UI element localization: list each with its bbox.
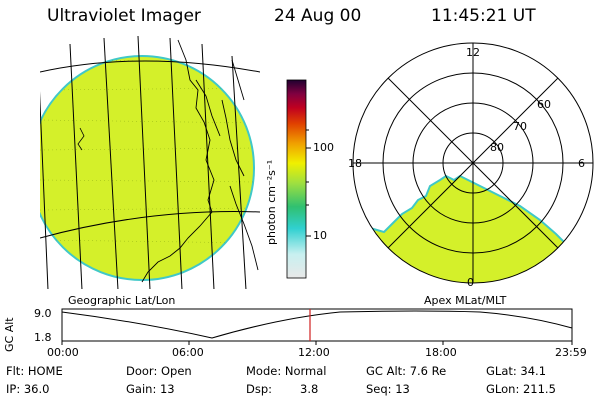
ip-info: IP: 36.0 [6,382,50,396]
glon-info: GLon: 211.5 [486,382,556,396]
polar-grid [352,42,594,284]
flt-info: Flt: HOME [6,364,63,378]
date-label: 24 Aug 00 [274,6,362,26]
x-tick-0600: 06:00 [172,346,204,359]
alt-ylabel: GC Alt [3,317,16,352]
lat-label-70: 70 [513,120,527,133]
geographic-panel [40,35,260,289]
seq-info: Seq: 13 [366,382,410,396]
app-title: Ultraviolet Imager [47,6,201,26]
x-tick-0000: 00:00 [47,346,79,359]
mlt-label-12: 12 [466,46,480,59]
dsp-info-label: Dsp: [246,382,273,396]
alt-y-bottom: 1.8 [34,331,52,344]
altitude-plot [61,308,573,345]
colorbar-ticks [306,129,311,237]
mlt-label-18: 18 [348,157,362,170]
gc-alt-info: GC Alt: 7.6 Re [366,364,447,378]
altitude-curve [61,310,573,339]
colorbar-tick-100: 100 [313,141,334,154]
alt-y-top: 9.0 [34,307,52,320]
colorbar-tick-10: 10 [313,229,327,242]
mode-info: Mode: Normal [246,364,327,378]
colorbar [286,79,307,279]
meridians [40,35,260,289]
door-info: Door: Open [126,364,192,378]
lat-label-60: 60 [537,98,551,111]
x-tick-1800: 18:00 [425,346,457,359]
polar-panel [352,42,594,284]
x-tick-2359: 23:59 [555,346,587,359]
mlt-label-0: 0 [467,276,474,289]
time-label: 11:45:21 UT [431,6,536,26]
mlt-label-6: 6 [578,157,585,170]
colorbar-unit-label: photon cm⁻²s⁻¹ [265,159,278,245]
lat-label-80: 80 [490,141,504,154]
aurora-disk [40,55,255,281]
glat-info: GLat: 34.1 [486,364,547,378]
gain-info: Gain: 13 [126,382,175,396]
coastline [141,39,259,283]
apex-panel-label: Apex MLat/MLT [424,294,507,307]
geo-panel-label: Geographic Lat/Lon [68,294,176,307]
dsp-info-value: 3.8 [300,382,319,396]
x-tick-1200: 12:00 [298,346,330,359]
coastline-small [77,127,85,151]
